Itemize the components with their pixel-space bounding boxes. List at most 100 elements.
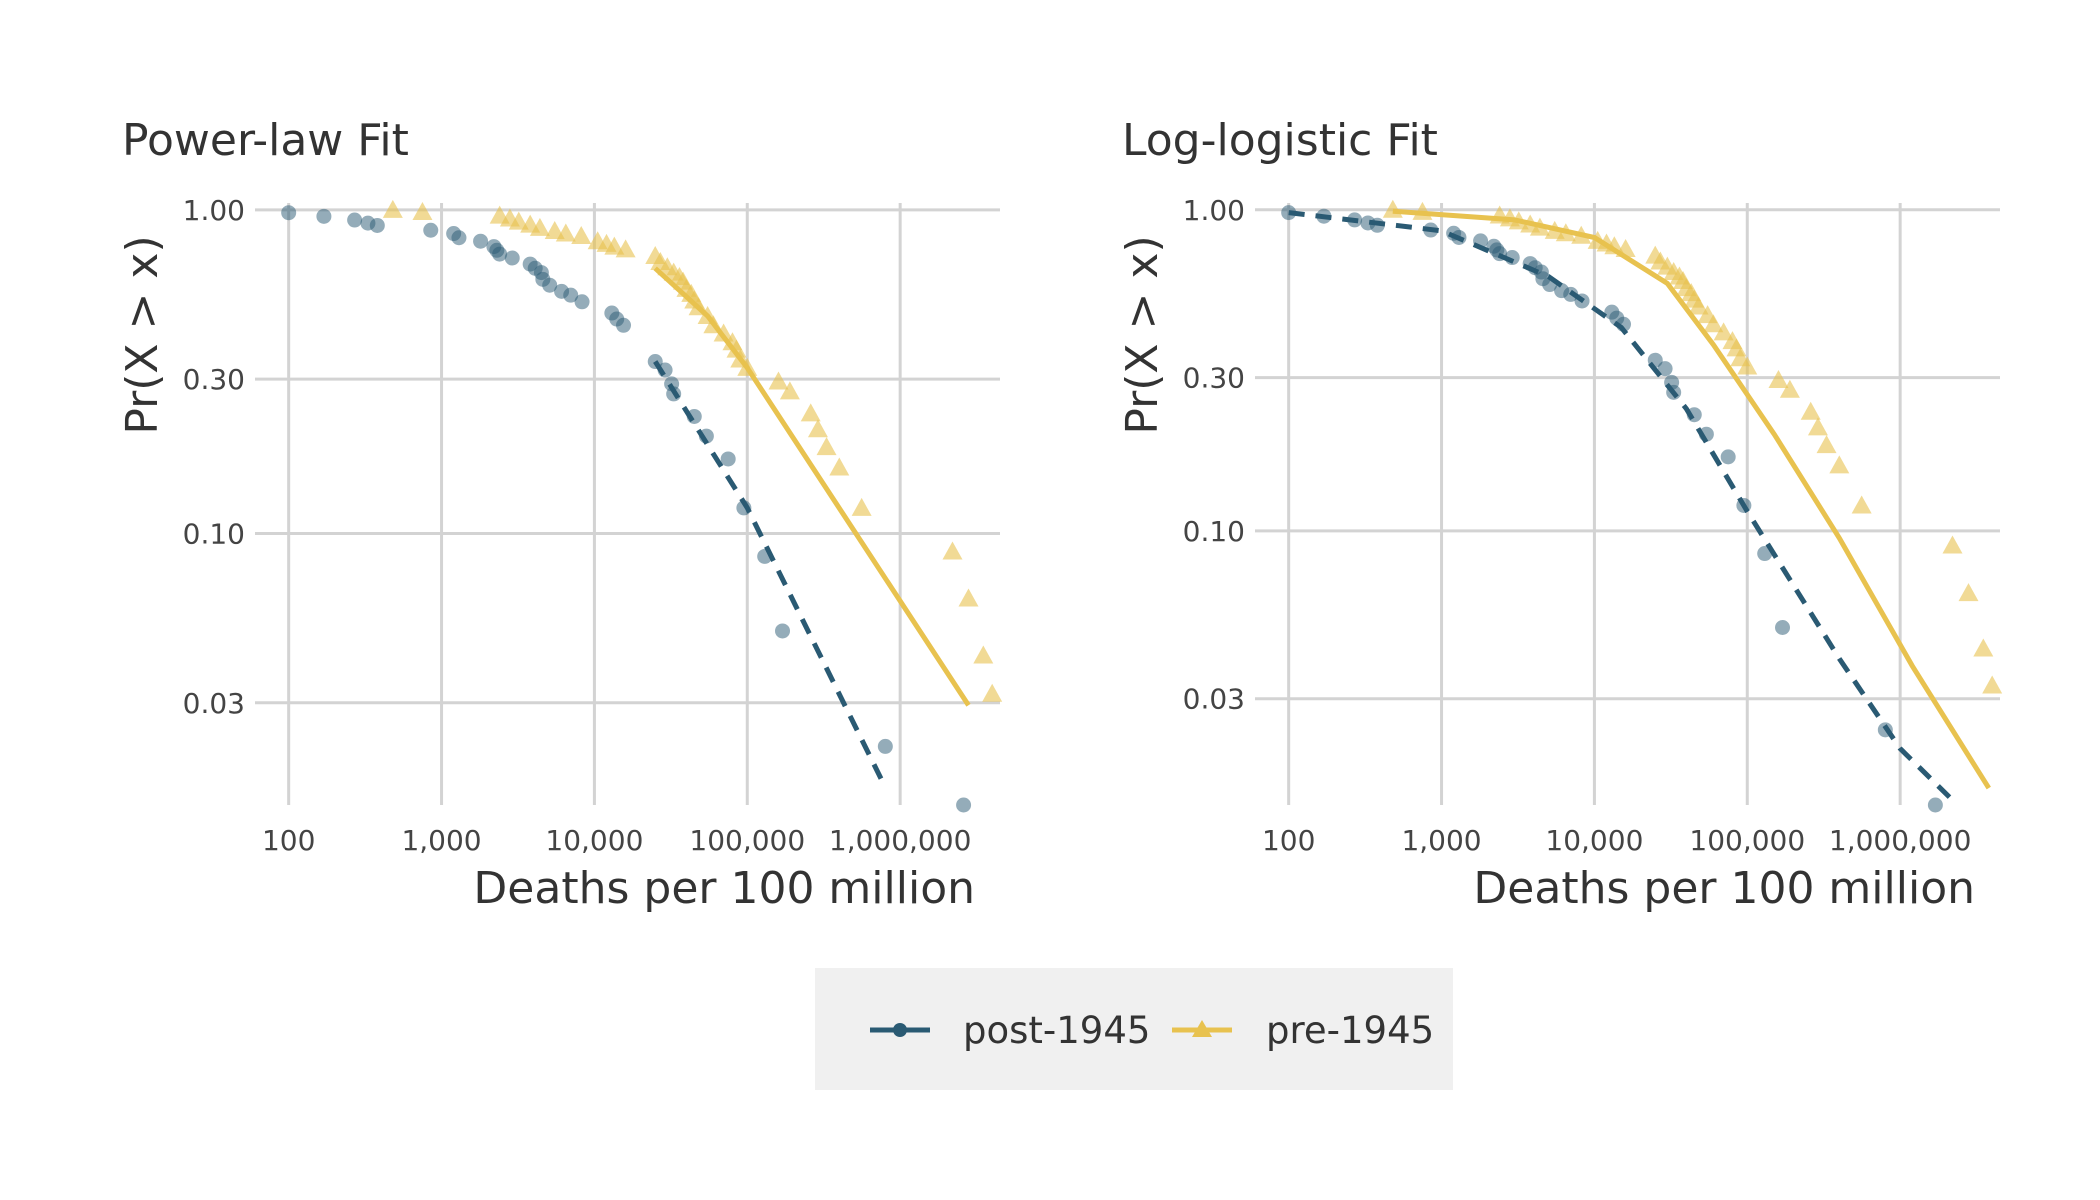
point-post-1945 (1504, 250, 1520, 266)
point-post-1945 (281, 205, 297, 221)
point-post-1945 (698, 428, 714, 444)
point-post-1945 (657, 362, 673, 378)
legend: post-1945 pre-1945 (815, 968, 1453, 1090)
data-points (1281, 199, 2003, 813)
point-post-1945 (1757, 546, 1773, 562)
point-pre-1945 (1713, 322, 1734, 341)
grid (255, 203, 1000, 805)
point-pre-1945 (529, 217, 550, 236)
point-post-1945 (347, 212, 363, 228)
legend-item-post-1945: post-1945 (870, 1009, 1150, 1052)
x-tick-label: 10,000 (545, 824, 643, 857)
point-post-1945 (316, 208, 332, 224)
point-post-1945 (1647, 352, 1663, 368)
fit-lines (1288, 208, 1991, 802)
point-pre-1945 (382, 199, 403, 218)
point-post-1945 (423, 222, 439, 238)
point-pre-1945 (807, 419, 828, 438)
point-pre-1945 (1688, 296, 1709, 315)
x-tick-label: 1,000,000 (1829, 824, 1972, 857)
point-pre-1945 (1555, 223, 1576, 242)
point-post-1945 (369, 217, 385, 233)
point-post-1945 (1775, 620, 1791, 636)
point-post-1945 (1542, 277, 1558, 293)
point-pre-1945 (1604, 236, 1625, 255)
point-post-1945 (1492, 246, 1508, 262)
legend-label-pre-1945: pre-1945 (1266, 1009, 1434, 1052)
point-post-1945 (451, 230, 467, 246)
point-post-1945 (1666, 384, 1682, 400)
point-post-1945 (574, 294, 590, 310)
point-pre-1945 (768, 371, 789, 390)
point-post-1945 (775, 623, 791, 639)
point-pre-1945 (1982, 675, 2003, 694)
point-pre-1945 (412, 201, 433, 220)
point-post-1945 (1281, 205, 1297, 221)
data-points (281, 199, 1003, 813)
point-post-1945 (1720, 449, 1736, 465)
point-post-1945 (1736, 497, 1752, 513)
y-tick-label: 0.03 (1183, 683, 1245, 716)
tick-labels: 100 1,000 10,000 100,000 1,000,000 1.00 0.30 0.… (183, 194, 972, 857)
fit-line-post-1945 (653, 360, 884, 780)
point-pre-1945 (688, 297, 709, 316)
x-tick-label: 100 (262, 824, 315, 857)
panel-title: Power-law Fit (122, 115, 409, 166)
point-post-1945 (686, 408, 702, 424)
point-post-1945 (1316, 208, 1332, 224)
point-post-1945 (1657, 361, 1673, 377)
point-pre-1945 (604, 236, 625, 255)
y-tick-label: 1.00 (1183, 194, 1245, 227)
point-post-1945 (666, 386, 682, 402)
point-post-1945 (1563, 286, 1579, 302)
point-pre-1945 (508, 211, 529, 230)
point-pre-1945 (555, 223, 576, 242)
point-pre-1945 (1958, 583, 1979, 602)
x-axis-title: Deaths per 100 million (1473, 863, 1975, 914)
point-pre-1945 (1412, 201, 1433, 220)
point-post-1945 (1616, 316, 1632, 332)
legend-marker-post-1945 (893, 1023, 907, 1037)
point-pre-1945 (1508, 211, 1529, 230)
legend-marker-pre-1945 (1192, 1020, 1212, 1037)
point-pre-1945 (958, 588, 979, 607)
point-pre-1945 (982, 683, 1003, 702)
point-post-1945 (1347, 212, 1363, 228)
x-tick-label: 100 (1262, 824, 1315, 857)
point-post-1945 (720, 451, 736, 467)
y-tick-label: 0.10 (1183, 515, 1245, 548)
y-tick-label: 0.03 (183, 687, 245, 720)
point-pre-1945 (571, 226, 592, 245)
point-post-1945 (1473, 233, 1489, 249)
x-axis-title: Deaths per 100 million (473, 863, 975, 914)
y-tick-label: 0.10 (183, 518, 245, 551)
point-post-1945 (1451, 229, 1467, 245)
point-pre-1945 (851, 497, 872, 516)
point-pre-1945 (942, 541, 963, 560)
point-pre-1945 (1829, 455, 1850, 474)
point-pre-1945 (800, 403, 821, 422)
point-post-1945 (736, 500, 752, 516)
point-post-1945 (504, 250, 520, 266)
legend-label-post-1945: post-1945 (963, 1009, 1150, 1052)
point-pre-1945 (615, 239, 636, 258)
point-pre-1945 (816, 437, 837, 456)
point-pre-1945 (829, 457, 850, 476)
tick-labels: 100 1,000 10,000 100,000 1,000,000 1.00 0.30 0.… (1183, 194, 1972, 857)
point-pre-1945 (1851, 495, 1872, 514)
point-pre-1945 (1703, 314, 1724, 333)
x-tick-label: 10,000 (1545, 824, 1643, 857)
y-tick-label: 0.30 (1183, 362, 1245, 395)
y-axis-title: Pr(X > x) (1117, 235, 1168, 434)
point-pre-1945 (1737, 356, 1758, 375)
point-pre-1945 (737, 357, 758, 376)
point-pre-1945 (973, 645, 994, 664)
point-post-1945 (542, 277, 558, 293)
point-pre-1945 (1973, 638, 1994, 657)
fit-line-post-1945 (1288, 210, 1955, 802)
point-pre-1945 (1768, 370, 1789, 389)
point-pre-1945 (1571, 225, 1592, 244)
point-post-1945 (1686, 407, 1702, 423)
x-tick-label: 1,000 (1401, 824, 1481, 857)
point-post-1945 (1369, 217, 1385, 233)
